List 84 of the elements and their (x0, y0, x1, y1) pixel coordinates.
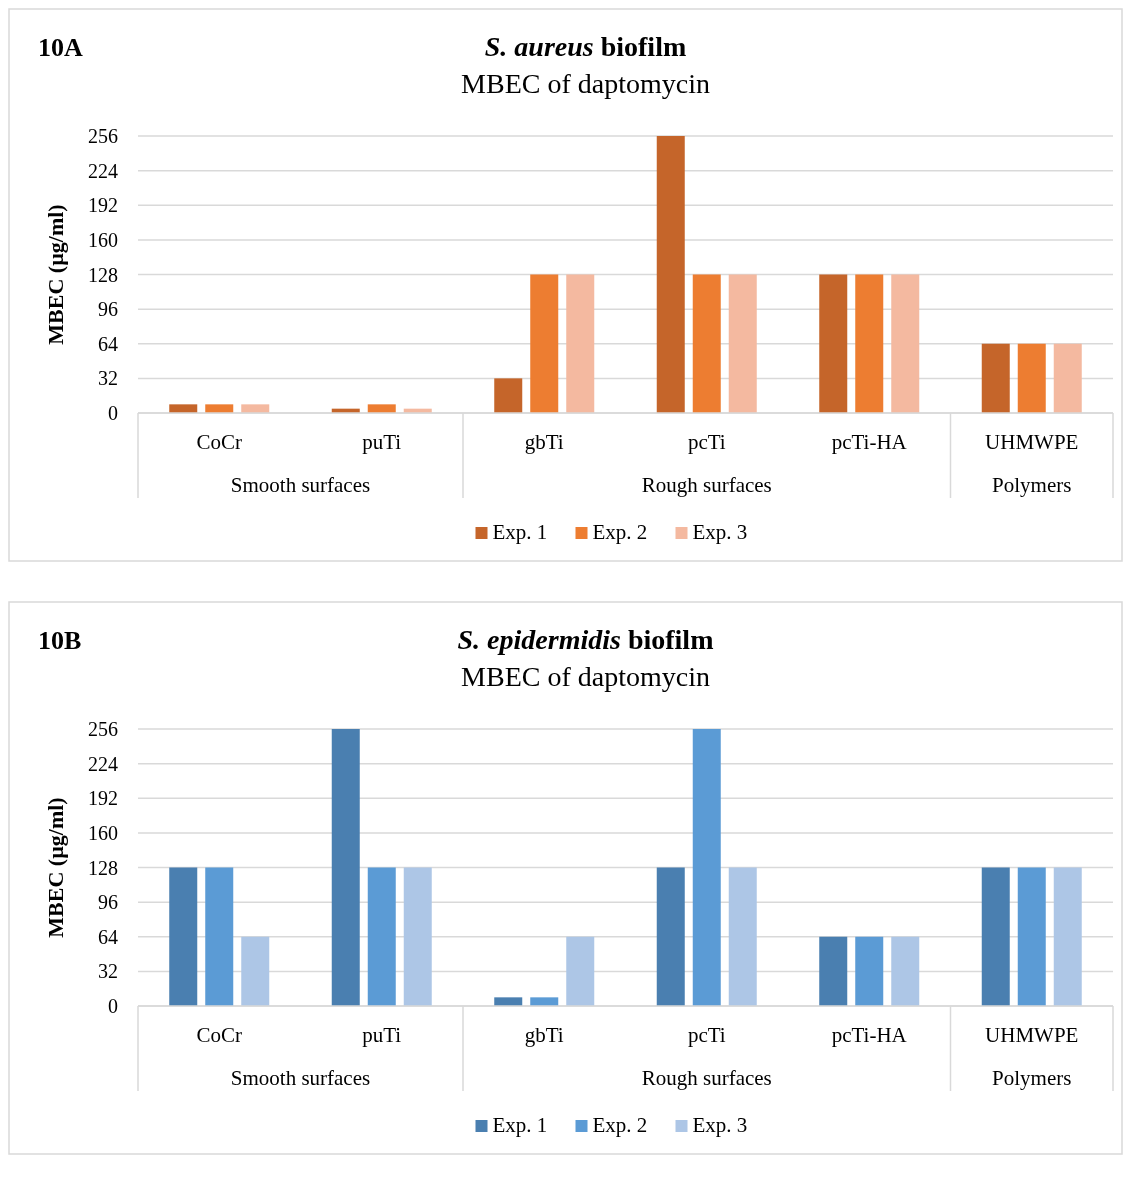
bar (981, 867, 1010, 1006)
y-tick-label: 256 (88, 125, 118, 147)
x-tick-label: UHMWPE (985, 430, 1079, 454)
bar (494, 997, 523, 1006)
bar (403, 867, 432, 1006)
text: Rough surfaces (641, 473, 772, 497)
x-tick-label: pcTi (687, 1023, 726, 1047)
bar (819, 274, 848, 413)
bar (891, 936, 920, 1006)
bar (728, 274, 757, 413)
legend-label: Exp. 1 (492, 520, 548, 544)
chart-subtitle: MBEC of daptomycin (461, 68, 710, 99)
y-axis-title: MBEC (µg/ml) (43, 204, 68, 345)
x-tick-label: pcTi (687, 430, 726, 454)
chart-subtitle: MBEC of daptomycin (461, 661, 710, 692)
text: Smooth surfaces (230, 473, 371, 497)
bar (494, 378, 523, 413)
text: Rough surfaces (641, 1066, 772, 1090)
y-tick-label: 224 (88, 159, 118, 182)
bar (241, 404, 270, 413)
bar (855, 274, 884, 413)
legend-label: Exp. 2 (592, 520, 648, 544)
y-tick-label: 0 (108, 402, 118, 424)
bar (241, 936, 270, 1006)
text: Polymers (992, 473, 1072, 497)
chart-title: S. aureus biofilm (484, 31, 687, 62)
x-tick-label: UHMWPE (985, 1023, 1079, 1047)
bar (1053, 343, 1082, 413)
bar (331, 729, 360, 1006)
chart-title: S. epidermidis biofilm (457, 624, 714, 655)
x-tick-label: gbTi (524, 430, 564, 454)
x-tick-label: CoCr (196, 1023, 243, 1047)
y-tick-label: 96 (98, 891, 118, 914)
y-tick-label: 256 (88, 718, 118, 740)
bar (656, 136, 685, 413)
bar (367, 867, 396, 1006)
bar (656, 867, 685, 1006)
y-axis-title: MBEC (µg/ml) (43, 797, 68, 938)
x-tick-label: pcTi-HA (831, 1023, 908, 1047)
bar (819, 936, 848, 1006)
y-tick-label: 192 (88, 194, 118, 217)
y-tick-label: 32 (98, 367, 118, 390)
legend-label: Exp. 3 (692, 1113, 748, 1137)
bar (1017, 343, 1046, 413)
bar (855, 936, 884, 1006)
y-tick-label: 160 (88, 228, 118, 251)
bar (367, 404, 396, 413)
x-tick-label: gbTi (524, 1023, 564, 1047)
y-tick-label: 64 (98, 332, 118, 355)
text: 10A (38, 33, 83, 62)
bar (728, 867, 757, 1006)
y-tick-label: 32 (98, 960, 118, 983)
y-tick-label: 0 (108, 995, 118, 1017)
y-tick-label: 160 (88, 821, 118, 844)
y-tick-label: 192 (88, 787, 118, 810)
bar (205, 867, 234, 1006)
bar (169, 404, 198, 413)
x-tick-label: puTi (362, 1023, 402, 1047)
bar (205, 404, 234, 413)
text: Polymers (992, 1066, 1072, 1090)
y-tick-label: 128 (88, 263, 118, 286)
y-tick-label: 96 (98, 298, 118, 321)
legend-label: Exp. 2 (592, 1113, 648, 1137)
text: 10B (38, 626, 82, 655)
bar (1017, 867, 1046, 1006)
bar (1053, 867, 1082, 1006)
bar (566, 274, 595, 413)
bar (692, 729, 721, 1006)
x-tick-label: puTi (362, 430, 402, 454)
x-tick-label: CoCr (196, 430, 243, 454)
x-tick-label: pcTi-HA (831, 430, 908, 454)
bar (169, 867, 198, 1006)
y-tick-label: 224 (88, 752, 118, 775)
y-tick-label: 128 (88, 856, 118, 879)
bar (530, 274, 559, 413)
bar (692, 274, 721, 413)
bar (530, 997, 559, 1006)
text: Smooth surfaces (230, 1066, 371, 1090)
bar (891, 274, 920, 413)
y-tick-label: 64 (98, 925, 118, 948)
legend-label: Exp. 3 (692, 520, 748, 544)
bar (566, 936, 595, 1006)
legend-label: Exp. 1 (492, 1113, 548, 1137)
bar (981, 343, 1010, 413)
